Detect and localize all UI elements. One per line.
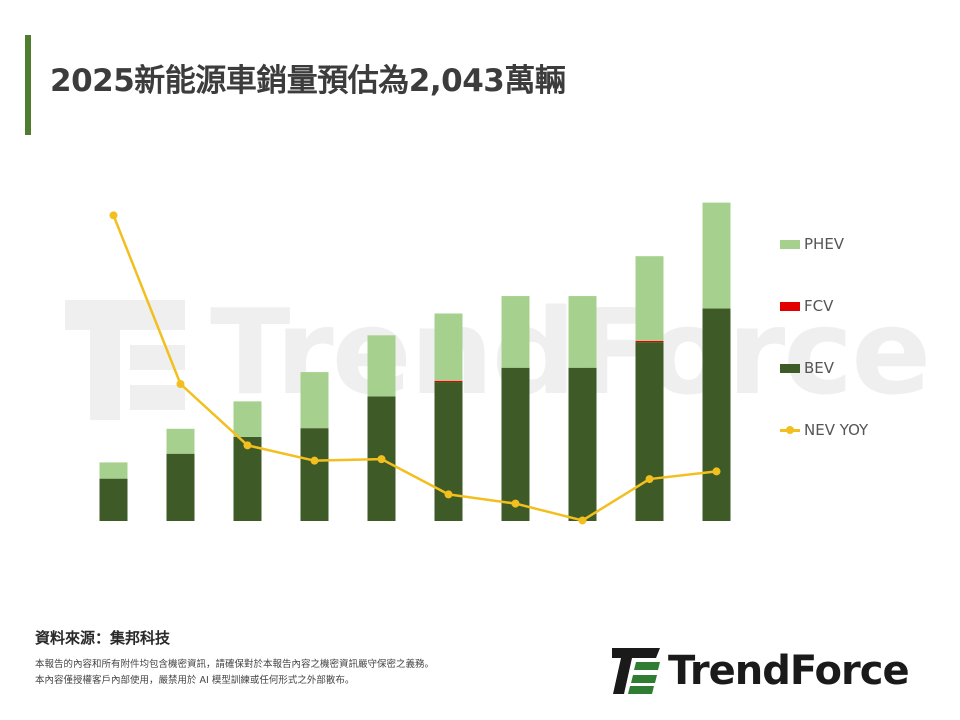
legend-swatch-bev — [780, 363, 800, 373]
legend-label-fcv: FCV — [804, 297, 834, 315]
trendforce-logo: TrendForce — [612, 646, 910, 696]
bar-bev-6 — [434, 382, 463, 521]
bar-phev-10 — [702, 202, 731, 309]
bar-phev-1 — [99, 462, 128, 479]
bar-phev-3 — [233, 401, 262, 437]
bar-bev-1 — [99, 478, 128, 521]
bar-bev-9 — [635, 342, 664, 521]
disclaimer-line-2: 本內容僅授權客戶內部使用，嚴禁用於 AI 模型訓練或任何形式之外部散布。 — [35, 675, 355, 686]
bar-phev-9 — [635, 256, 664, 341]
point-nev-yoy-10 — [712, 467, 721, 476]
point-nev-yoy-1 — [109, 211, 118, 220]
point-nev-yoy-9 — [645, 475, 654, 484]
page-title: 2025新能源車銷量預估為2,043萬輛 — [50, 63, 566, 99]
bar-fcv-6 — [434, 380, 463, 383]
legend-item-nev-yoy: NEV YOY — [780, 418, 868, 442]
line-nev-yoy — [112, 214, 717, 522]
trendforce-logo-text: TrendForce — [668, 648, 910, 694]
legend-label-nev-yoy: NEV YOY — [804, 421, 869, 439]
bar-fcv-9 — [635, 340, 664, 343]
legend-item-bev: BEV — [780, 356, 834, 380]
trendforce-logo-icon — [612, 648, 660, 694]
bar-bev-7 — [501, 367, 530, 521]
bar-bev-3 — [233, 436, 262, 521]
source-label: 資料來源：集邦科技 — [35, 629, 171, 647]
legend-swatch-fcv — [780, 301, 800, 311]
point-nev-yoy-8 — [578, 516, 587, 525]
bar-phev-2 — [166, 428, 195, 454]
bar-phev-5 — [367, 335, 396, 397]
bar-bev-8 — [568, 367, 597, 521]
title-accent-bar — [25, 35, 31, 135]
legend-label-phev: PHEV — [804, 235, 845, 253]
bar-bev-2 — [166, 453, 195, 521]
bar-phev-6 — [434, 313, 463, 381]
disclaimer: 本報告的內容和所有附件均包含機密資訊，請確保對於本報告內容之機密資訊嚴守保密之義… — [35, 657, 434, 689]
legend-dot-nev-yoy — [786, 425, 794, 434]
bar-phev-8 — [568, 296, 597, 368]
point-nev-yoy-4 — [310, 456, 319, 465]
point-nev-yoy-7 — [511, 499, 520, 508]
point-nev-yoy-5 — [377, 455, 386, 464]
disclaimer-line-1: 本報告的內容和所有附件均包含機密資訊，請確保對於本報告內容之機密資訊嚴守保密之義… — [35, 659, 435, 670]
legend-label-bev: BEV — [804, 359, 835, 377]
point-nev-yoy-2 — [176, 380, 185, 388]
point-nev-yoy-3 — [243, 441, 252, 450]
legend-item-phev: PHEV — [780, 232, 844, 256]
legend-swatch-phev — [780, 239, 800, 249]
bar-bev-4 — [300, 428, 329, 521]
legend-item-fcv: FCV — [780, 294, 833, 318]
bar-phev-7 — [501, 296, 530, 368]
legend-line-nev-yoy — [780, 425, 800, 434]
bar-phev-4 — [300, 372, 329, 429]
point-nev-yoy-6 — [444, 490, 453, 499]
bar-bev-10 — [702, 308, 731, 521]
